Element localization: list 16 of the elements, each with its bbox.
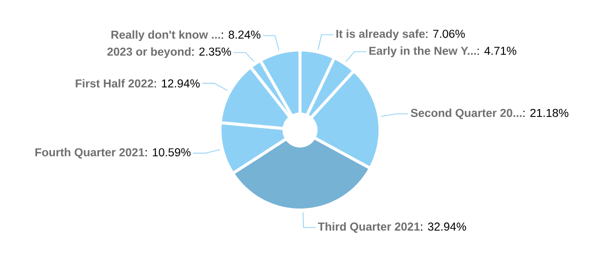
slice-label: 2023 or beyond	[107, 47, 191, 58]
slice-label: Third Quarter 2021	[318, 222, 420, 233]
slice-label: Fourth Quarter 2021	[35, 148, 144, 158]
slice-label: It is already safe	[336, 29, 425, 40]
slice-label: Second Quarter 20...	[410, 108, 522, 120]
data-label: : 2.35%	[192, 48, 231, 56]
data-label: : 12.94%	[154, 79, 200, 88]
data-label: : 32.94%	[421, 222, 466, 231]
data-label: : 8.24%	[222, 30, 260, 39]
data-label: : 10.59%	[146, 148, 191, 156]
data-label: : 4.71%	[478, 46, 516, 55]
slice-label: First Half 2022	[76, 79, 154, 88]
data-label: : 7.06%	[426, 30, 465, 38]
slice-label: Early in the New Y...	[369, 46, 476, 58]
slice-label: Really don't know ...	[111, 30, 220, 42]
data-label: : 21.18%	[523, 108, 568, 118]
